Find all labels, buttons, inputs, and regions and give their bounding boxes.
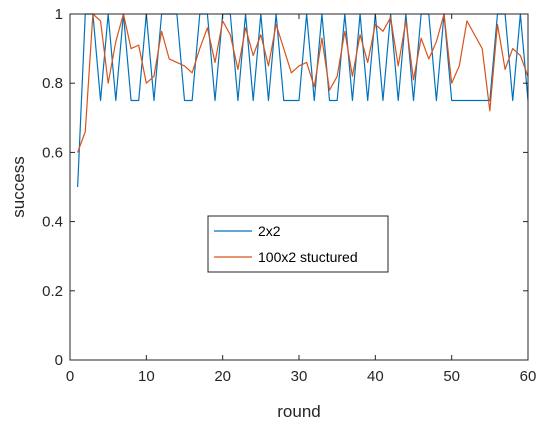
series-layer (77, 13, 529, 188)
x-axis-label: round (277, 402, 320, 421)
y-tick-label: 0.6 (42, 144, 63, 161)
y-tick-label: 0 (55, 352, 63, 369)
legend: 2x2 100x2 stuctured (207, 215, 389, 273)
y-tick-label: 0.2 (42, 283, 63, 300)
series-line-1 (77, 13, 529, 188)
series-line-2 (77, 13, 529, 153)
y-tick-label: 0.4 (42, 214, 63, 231)
x-tick-label: 0 (66, 368, 74, 385)
x-tick-label: 30 (291, 368, 308, 385)
plot-background (70, 14, 528, 360)
x-tick-label: 40 (367, 368, 384, 385)
x-tick-label: 60 (520, 368, 537, 385)
x-tick-label: 10 (138, 368, 155, 385)
x-tick-label: 50 (443, 368, 460, 385)
x-tick-label: 20 (214, 368, 231, 385)
x-axis: 0 10 20 30 40 50 60 (66, 14, 537, 385)
legend-box (207, 215, 389, 273)
y-tick-label: 1 (55, 6, 63, 23)
y-tick-label: 0.8 (42, 75, 63, 92)
y-axis-label: success (9, 156, 28, 217)
y-axis: 0 0.2 0.4 0.6 0.8 1 (42, 6, 528, 369)
legend-entry: 100x2 stuctured (258, 249, 358, 265)
legend-entry: 2x2 (258, 223, 281, 239)
